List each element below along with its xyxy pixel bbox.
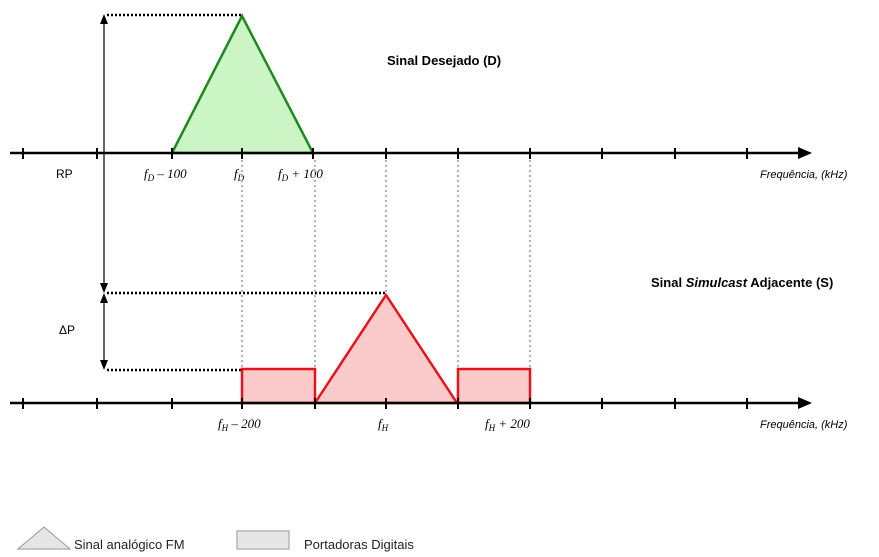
frequency-guide-lines [241,160,531,368]
top-axis-label: Frequência, (kHz) [760,169,848,181]
legend-analog-label: Sinal analógico FM [74,537,185,552]
dp-arrowhead-bottom [100,360,108,370]
top-axis-arrowhead [798,147,812,159]
legend-analog-triangle-icon [16,526,72,550]
desired-signal-triangle [169,13,316,155]
rp-label: RP [56,167,73,181]
fd-label: fD [234,166,245,183]
adjacent-signal-title: Sinal Simulcast Adjacente (S) [651,275,833,290]
dp-arrowhead-top [100,293,108,303]
dp-label: ΔP [59,323,75,337]
bottom-axis-arrowhead [798,397,812,409]
adjacent-signal-triangle [312,292,460,405]
desired-signal-title: Sinal Desejado (D) [387,53,501,68]
bottom-axis-label: Frequência, (kHz) [760,419,848,431]
top-axis-ticks [22,148,748,159]
fd-plus-100-label: fD + 100 [278,166,323,183]
top-spectrum: Sinal Desejado (D) Frequência, (kHz) fD … [10,13,848,183]
fd-minus-100-label: fD – 100 [144,166,187,183]
legend: Sinal analógico FM Portadoras Digitais [16,526,414,552]
rp-arrowhead-top [100,14,108,24]
digital-carrier-upper [456,367,532,405]
bottom-axis-ticks [22,398,748,409]
fh-plus-200-label: fH + 200 [485,416,530,433]
legend-digital-rect-icon [236,530,290,550]
rp-arrowhead-bottom [100,283,108,293]
legend-digital-label: Portadoras Digitais [304,537,414,552]
digital-carrier-lower [240,367,317,405]
level-annotations: RP ΔP [56,13,386,372]
bottom-spectrum: Sinal Simulcast Adjacente (S) Frequência… [10,275,848,433]
fh-label: fH [378,416,389,433]
fh-minus-200-label: fH – 200 [218,416,261,433]
